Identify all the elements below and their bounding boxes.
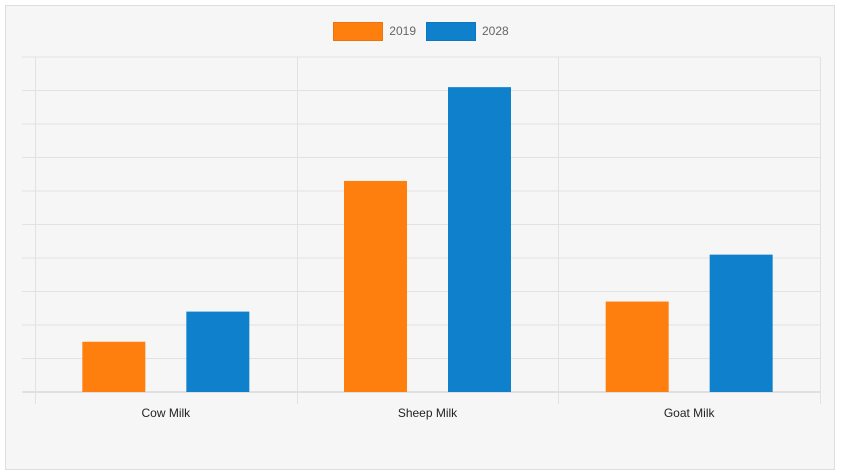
bar-cow-milk-2028[interactable]	[186, 311, 250, 392]
category-label: Cow Milk	[141, 406, 191, 420]
legend-swatch-2028	[426, 22, 476, 41]
bar-sheep-milk-2028[interactable]	[448, 87, 511, 393]
category-label: Goat Milk	[664, 406, 716, 420]
legend-label-2028: 2028	[482, 24, 509, 38]
legend-label-2019: 2019	[389, 24, 416, 38]
category-label: Sheep Milk	[398, 406, 458, 420]
legend-item-2028[interactable]: 2028	[426, 22, 509, 41]
legend-swatch-2019	[333, 22, 384, 41]
bar-sheep-milk-2019[interactable]	[344, 180, 407, 392]
bar-goat-milk-2019[interactable]	[605, 301, 669, 392]
legend-item-2019[interactable]: 2019	[333, 22, 416, 41]
bar-goat-milk-2028[interactable]	[709, 254, 773, 392]
chart-legend: 2019 2028	[0, 22, 842, 41]
bar-cow-milk-2019[interactable]	[82, 341, 146, 392]
